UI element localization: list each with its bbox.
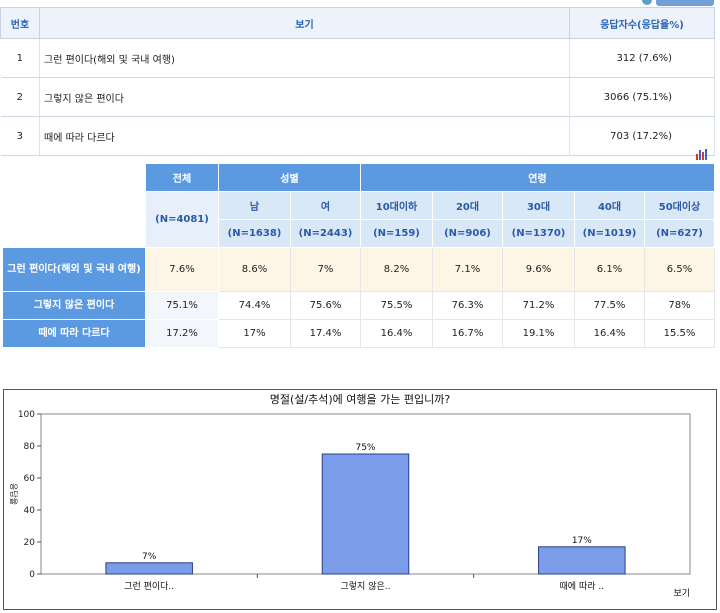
corner-cell — [2, 163, 146, 192]
y-tick-label: 40 — [24, 506, 36, 516]
bar-chart: 명절(설/추석)에 여행을 가는 편입니까? 0 20 40 60 80 100 응답율 7%… — [3, 389, 717, 610]
row-value: 6.1% — [574, 247, 645, 292]
subheader-n: (N=2443) — [290, 219, 361, 248]
header-gender: 성별 — [218, 163, 361, 192]
toolbar-button[interactable] — [656, 0, 714, 6]
row-number: 3 — [0, 116, 40, 156]
y-tick-label: 60 — [24, 474, 36, 484]
row-value: 75.6% — [290, 291, 361, 320]
chart-bar — [105, 562, 193, 575]
crosstab-row: 때에 따라 다르다 17.2% 17% 17.4% 16.4% 16.7% 19… — [2, 319, 715, 348]
header-total: 전체 — [145, 163, 219, 192]
table-header-row: 번호 보기 응답자수(응답율%) — [0, 7, 715, 39]
row-value: 19.1% — [502, 319, 575, 348]
subheader-n: (N=1638) — [218, 219, 291, 248]
x-axis-label: 보기 — [673, 588, 690, 599]
col-header-option: 보기 — [39, 7, 570, 39]
row-value: 71.2% — [502, 291, 575, 320]
header-age: 연령 — [360, 163, 715, 192]
row-value: 78% — [644, 291, 715, 320]
row-responses: 312 (7.6%) — [569, 38, 715, 78]
row-value: 75.5% — [360, 291, 433, 320]
x-tick-label: 때에 따라 .. — [560, 581, 605, 592]
header-total-n: (N=4081) — [145, 191, 219, 248]
subheader-label: 남 — [218, 191, 291, 220]
table-row: 3 때에 따라 다르다 703 (17.2%) — [0, 116, 715, 156]
subheader-n: (N=1370) — [502, 219, 575, 248]
row-total: 7.6% — [145, 247, 219, 292]
row-value: 74.4% — [218, 291, 291, 320]
bar-value-label: 7% — [142, 552, 157, 562]
row-value: 77.5% — [574, 291, 645, 320]
response-summary-table: 번호 보기 응답자수(응답율%) 1 그런 편이다(해외 및 국내 여행) 31… — [0, 7, 715, 156]
row-total: 75.1% — [145, 291, 219, 320]
x-tick-label: 그렇지 않은.. — [341, 581, 391, 592]
subheader-label: 10대이하 — [360, 191, 433, 220]
y-tick-label: 0 — [29, 570, 35, 580]
bar-value-label: 75% — [355, 443, 375, 453]
crosstab-subheader-row: (N=4081) 남 여 10대이하 20대 30대 40대 50대이상 — [2, 191, 715, 248]
chart-bar — [321, 453, 410, 575]
row-value: 16.7% — [432, 319, 503, 348]
table-row: 2 그렇지 않은 편이다 3066 (75.1%) — [0, 77, 715, 117]
subheader-label: 20대 — [432, 191, 503, 220]
subheader-label: 40대 — [574, 191, 645, 220]
chart-toggle-icon[interactable] — [696, 149, 708, 160]
row-label: 그렇지 않은 편이다 — [2, 291, 146, 320]
y-axis-label: 응답율 — [9, 483, 19, 505]
corner-cell — [2, 219, 146, 248]
row-value: 16.4% — [574, 319, 645, 348]
col-header-number: 번호 — [0, 7, 40, 39]
row-value: 6.5% — [644, 247, 715, 292]
row-option: 때에 따라 다르다 — [39, 116, 570, 156]
toolbar-icon[interactable] — [642, 0, 652, 5]
y-tick-label: 100 — [18, 410, 35, 420]
y-tick-label: 20 — [24, 538, 36, 548]
row-number: 2 — [0, 77, 40, 117]
row-value: 16.4% — [360, 319, 433, 348]
subheader-label: 50대이상 — [644, 191, 715, 220]
chart-svg: 0 20 40 60 80 100 응답율 7% 그런 편이다.. 75% 그렇지 않은.. 17% 때… — [9, 410, 691, 599]
subheader-n: (N=627) — [644, 219, 715, 248]
y-tick-label: 80 — [24, 442, 36, 452]
corner-cell — [2, 191, 146, 220]
bar-value-label: 17% — [572, 536, 592, 546]
subheader-n: (N=1019) — [574, 219, 645, 248]
row-option: 그런 편이다(해외 및 국내 여행) — [39, 38, 570, 78]
crosstab-row: 그렇지 않은 편이다 75.1% 74.4% 75.6% 75.5% 76.3%… — [2, 291, 715, 320]
row-value: 8.6% — [218, 247, 291, 292]
table-row: 1 그런 편이다(해외 및 국내 여행) 312 (7.6%) — [0, 38, 715, 78]
subheader-n: (N=906) — [432, 219, 503, 248]
chart-bar — [538, 546, 626, 575]
crosstab-header-row: 전체 성별 연령 — [2, 163, 715, 192]
row-responses: 3066 (75.1%) — [569, 77, 715, 117]
row-value: 15.5% — [644, 319, 715, 348]
row-value: 7% — [290, 247, 361, 292]
row-value: 8.2% — [360, 247, 433, 292]
row-total: 17.2% — [145, 319, 219, 348]
subheader-n: (N=159) — [360, 219, 433, 248]
row-value: 76.3% — [432, 291, 503, 320]
x-tick-label: 그런 편이다.. — [124, 580, 174, 592]
row-label: 그런 편이다(해외 및 국내 여행) — [2, 247, 146, 292]
row-value: 9.6% — [502, 247, 575, 292]
col-header-responses: 응답자수(응답율%) — [569, 7, 715, 39]
row-label: 때에 따라 다르다 — [2, 319, 146, 348]
row-option: 그렇지 않은 편이다 — [39, 77, 570, 117]
subheader-label: 여 — [290, 191, 361, 220]
row-value: 17% — [218, 319, 291, 348]
crosstab-table: 전체 성별 연령 (N=4081) 남 여 10대이하 20대 30대 40대 … — [2, 163, 715, 348]
row-value: 17.4% — [290, 319, 361, 348]
row-responses: 703 (17.2%) — [569, 116, 715, 156]
row-value: 7.1% — [432, 247, 503, 292]
chart-title: 명절(설/추석)에 여행을 가는 편입니까? — [269, 393, 451, 406]
row-number: 1 — [0, 38, 40, 78]
crosstab-row: 그런 편이다(해외 및 국내 여행) 7.6% 8.6% 7% 8.2% 7.1… — [2, 247, 715, 292]
subheader-label: 30대 — [502, 191, 575, 220]
crosstab-n-row: (N=1638) (N=2443) (N=159) (N=906) (N=137… — [2, 219, 715, 248]
